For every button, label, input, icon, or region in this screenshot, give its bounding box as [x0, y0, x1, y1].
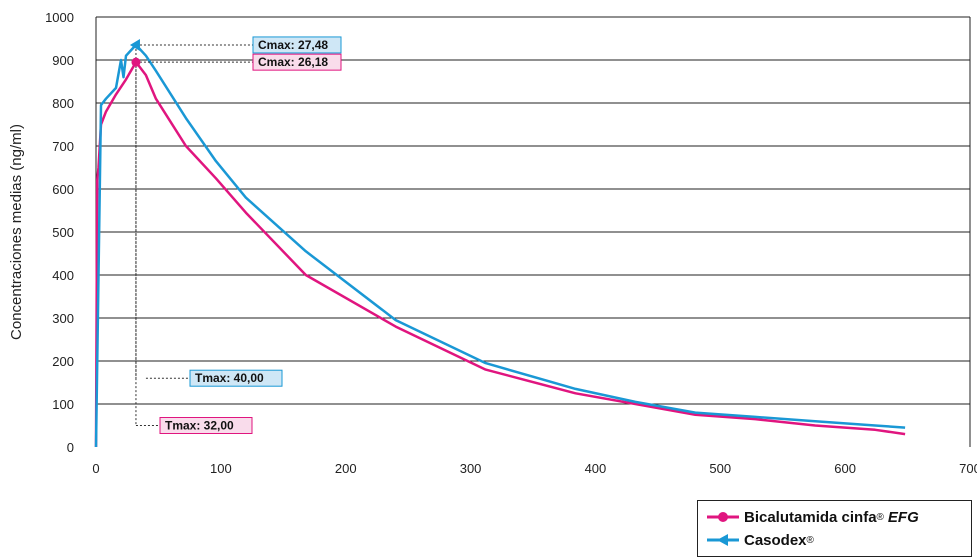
annotation-label: Tmax: 40,00	[195, 371, 264, 385]
registered-mark: ®	[876, 511, 884, 523]
peak-marker-triangle	[129, 38, 140, 51]
annotation-callouts: Cmax: 27,48 Cmax: 26,18 Tmax: 40,00 Tmax: 3…	[129, 36, 342, 434]
y-tick-label: 800	[52, 96, 74, 111]
y-tick-label: 100	[52, 397, 74, 412]
series-line-0	[94, 60, 906, 448]
x-tick-label: 200	[335, 461, 357, 476]
y-tick-label: 200	[52, 354, 74, 369]
y-axis-label: Concentraciones medias (ng/ml)	[8, 124, 25, 340]
legend-label-efg: EFG	[887, 508, 919, 526]
y-tick-label: 500	[52, 225, 74, 240]
x-tick-label: 400	[585, 461, 607, 476]
y-tick-label: 300	[52, 311, 74, 326]
x-tick-label: 100	[210, 461, 232, 476]
x-tick-label: 600	[834, 461, 856, 476]
chart-legend: Bicalutamida cinfa ® EFG Casodex ®	[697, 500, 972, 557]
annotation-box	[189, 369, 283, 387]
registered-mark: ®	[806, 534, 814, 546]
y-tick-label: 400	[52, 268, 74, 283]
x-axis-ticks: 0 100 200 300 400 500 600 700	[92, 461, 977, 476]
legend-label-bicalutamida: Bicalutamida cinfa	[744, 508, 877, 526]
circle-marker-icon	[707, 512, 739, 522]
annotation-box	[159, 417, 253, 434]
legend-label-casodex: Casodex	[744, 531, 807, 549]
x-tick-label: 500	[709, 461, 731, 476]
peak-marker-circle	[131, 57, 141, 67]
annotation-label: Tmax: 32,00	[165, 419, 234, 433]
legend-item-bicalutamida: Bicalutamida cinfa ® EFG	[706, 506, 919, 528]
annotation-guides	[135, 44, 253, 426]
series-line-1	[94, 43, 906, 448]
legend-item-casodex: Casodex ®	[706, 529, 814, 551]
annotation-box	[252, 36, 342, 54]
triangle-marker-icon	[707, 534, 739, 546]
x-tick-label: 0	[92, 461, 99, 476]
x-tick-label: 300	[460, 461, 482, 476]
y-tick-label: 0	[67, 440, 74, 455]
y-tick-label: 900	[52, 53, 74, 68]
annotation-label: Cmax: 26,18	[258, 55, 328, 69]
y-tick-label: 700	[52, 139, 74, 154]
chart-grid	[96, 16, 970, 405]
y-axis-ticks: 0 100 200 300 400 500 600 700 800 900 1000	[45, 10, 74, 455]
annotation-label: Cmax: 27,48	[258, 38, 328, 52]
chart-series	[94, 43, 906, 448]
concentration-chart: 0 100 200 300 400 500 600 700 800 900 1000 0 100 200…	[8, 10, 977, 476]
y-tick-label: 600	[52, 182, 74, 197]
y-tick-label: 1000	[45, 10, 74, 25]
annotation-box	[252, 53, 342, 71]
x-tick-label: 700	[959, 461, 977, 476]
